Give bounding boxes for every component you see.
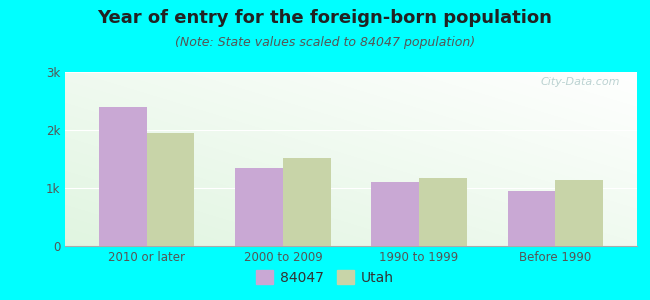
Bar bbox=[555, 181, 603, 246]
Bar bbox=[419, 178, 467, 246]
Legend: 84047, Utah: 84047, Utah bbox=[250, 264, 400, 290]
Bar bbox=[508, 191, 555, 246]
Bar bbox=[235, 168, 283, 246]
Text: Year of entry for the foreign-born population: Year of entry for the foreign-born popul… bbox=[98, 9, 552, 27]
Bar bbox=[99, 107, 147, 246]
Bar bbox=[147, 133, 194, 246]
Bar bbox=[283, 158, 331, 246]
Bar bbox=[371, 182, 419, 246]
Text: City-Data.com: City-Data.com bbox=[540, 77, 620, 87]
Text: (Note: State values scaled to 84047 population): (Note: State values scaled to 84047 popu… bbox=[175, 36, 475, 49]
